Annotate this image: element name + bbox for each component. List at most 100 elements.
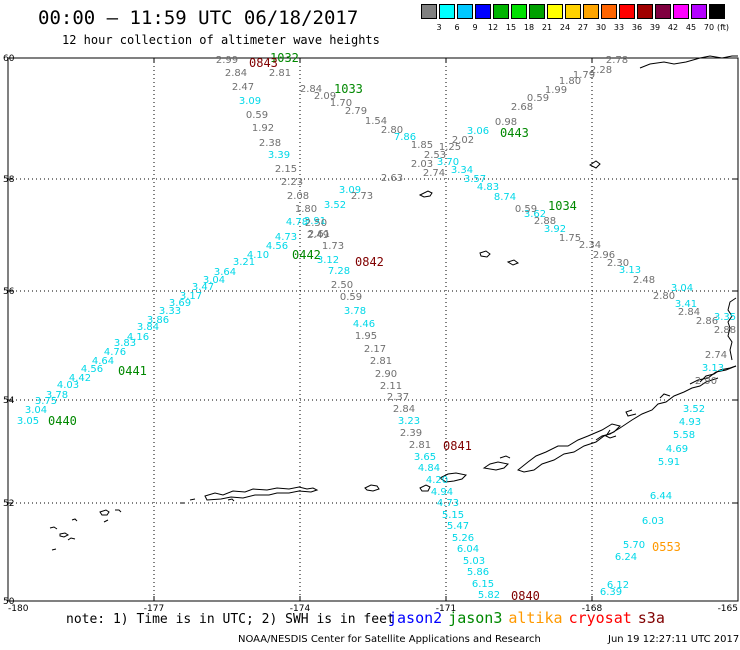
wave-height-value: 6.39 <box>600 587 622 598</box>
pass-time-label: 1032 <box>270 51 299 65</box>
wave-height-value: 5.26 <box>452 533 474 544</box>
footnote: note: 1) Time is in UTC; 2) SWH is in fe… <box>66 612 395 627</box>
wave-height-value: 2.73 <box>351 191 373 202</box>
wave-height-value: 0.59 <box>340 292 362 303</box>
wave-height-value: 2.90 <box>695 376 717 387</box>
wave-height-value: 4.56 <box>81 364 103 375</box>
wave-height-value: 3.86 <box>147 315 169 326</box>
wave-height-value: 5.86 <box>467 567 489 578</box>
wave-height-value: 1.80 <box>559 76 581 87</box>
wave-height-value: 4.76 <box>104 347 126 358</box>
wave-height-value: 5.03 <box>463 556 485 567</box>
wave-height-value: 6.03 <box>642 516 664 527</box>
legend-swatch <box>421 4 437 19</box>
lon-label: -171 <box>436 604 456 614</box>
satellite-key: jason2 jason3 altika cryosat s3a <box>388 609 671 627</box>
legend-swatch <box>637 4 653 19</box>
wave-height-value: 0.59 <box>246 110 268 121</box>
wave-height-value: 1.79 <box>573 70 595 81</box>
legend-label: 24 <box>559 23 571 32</box>
wave-height-value: 2.81 <box>269 68 291 79</box>
wave-height-value: 6.44 <box>650 491 672 502</box>
wave-height-value: 2.28 <box>590 65 612 76</box>
wave-height-value: 3.17 <box>180 291 202 302</box>
wave-height-value: 2.37 <box>387 392 409 403</box>
lat-label: 52 <box>3 499 14 509</box>
legend-swatch <box>619 4 635 19</box>
nunivak-coast <box>639 55 738 69</box>
legend-swatch <box>457 4 473 19</box>
alaska-peninsula <box>595 365 737 441</box>
wave-height-value: 4.42 <box>69 373 91 384</box>
wave-height-value: 3.91 <box>304 216 326 227</box>
wave-height-value: 4.73 <box>275 232 297 243</box>
wave-height-value: 3.75 <box>35 396 57 407</box>
lat-label: 54 <box>3 396 15 406</box>
wave-height-value: 1.80 <box>295 204 317 215</box>
legend-label: 36 <box>631 23 643 32</box>
wave-height-value: 2.15 <box>275 164 297 175</box>
wave-height-value: 2.11 <box>380 381 402 392</box>
wave-height-value: 3.09 <box>339 185 361 196</box>
legend-swatch <box>655 4 671 19</box>
wave-height-value: 4.73 <box>437 498 459 509</box>
legend-label: 30 <box>595 23 607 32</box>
wave-height-value: 6.24 <box>615 552 637 563</box>
legend-label: 33 <box>613 23 625 32</box>
wave-height-value: 3.52 <box>683 404 705 415</box>
legend-label: 18 <box>523 23 535 32</box>
wave-height-value: 6.12 <box>607 580 629 591</box>
legend-swatch <box>673 4 689 19</box>
wave-height-value: 2.84 <box>393 404 415 415</box>
wave-height-value: 4.93 <box>679 417 701 428</box>
satellite-jason2: jason2 <box>388 609 443 627</box>
pass-time-label: 0840 <box>511 589 540 603</box>
wave-height-value: 4.84 <box>418 463 440 474</box>
legend-label: 21 <box>541 23 553 32</box>
wave-height-value: 2.88 <box>534 216 556 227</box>
wave-height-value: 1.70 <box>330 98 352 109</box>
wave-height-value: 5.82 <box>478 590 500 601</box>
wave-height-value: 3.04 <box>671 283 693 294</box>
coastline <box>49 55 738 551</box>
aleutian-west-island <box>49 509 122 551</box>
pass-time-label: 1033 <box>334 82 363 96</box>
wave-height-value: 3.65 <box>414 452 436 463</box>
wave-height-value: 2.84 <box>300 84 322 95</box>
legend-swatch <box>547 4 563 19</box>
wave-height-value: 2.84 <box>225 68 247 79</box>
wave-height-value: 3.39 <box>268 150 290 161</box>
wave-height-value: 2.47 <box>232 82 254 93</box>
wave-height-value: 0.59 <box>515 204 537 215</box>
legend-swatch <box>475 4 491 19</box>
wave-height-value: 5.70 <box>623 540 645 551</box>
umnak-unalaska <box>516 423 621 473</box>
legend-label: 6 <box>454 23 460 32</box>
wave-height-value: 4.83 <box>477 182 499 193</box>
wave-height-value: 2.81 <box>409 440 431 451</box>
wave-height-value: 4.69 <box>666 444 688 455</box>
wave-height-value: 3.06 <box>467 126 489 137</box>
wave-height-value: 2.96 <box>593 250 615 261</box>
wave-height-value: 3.84 <box>137 322 159 333</box>
legend-swatch <box>583 4 599 19</box>
wave-height-value: 2.90 <box>375 369 397 380</box>
axis-labels: 60 58 56 54 52 50-180 -177 -174 -171 -168 -165 <box>3 54 738 614</box>
st-matthew-area <box>418 190 433 198</box>
wave-height-value: 3.21 <box>233 257 255 268</box>
wave-height-value: 2.50 <box>331 280 353 291</box>
legend-label: 45 <box>685 23 697 32</box>
wave-height-value: 2.09 <box>314 91 336 102</box>
legend-label: 3 <box>436 23 442 32</box>
lat-label: 56 <box>3 287 15 297</box>
wave-height-value: 2.08 <box>287 191 309 202</box>
pass-time-label: 0443 <box>500 126 529 140</box>
wave-height-value: 3.33 <box>159 306 181 317</box>
wave-height-value: 3.57 <box>464 174 486 185</box>
wave-height-value: 2.49 <box>307 230 329 241</box>
legend-label: 12 <box>487 23 499 32</box>
lat-label: 60 <box>3 54 15 64</box>
wave-height-value: 7.86 <box>394 132 416 143</box>
lon-label: -168 <box>582 604 603 614</box>
